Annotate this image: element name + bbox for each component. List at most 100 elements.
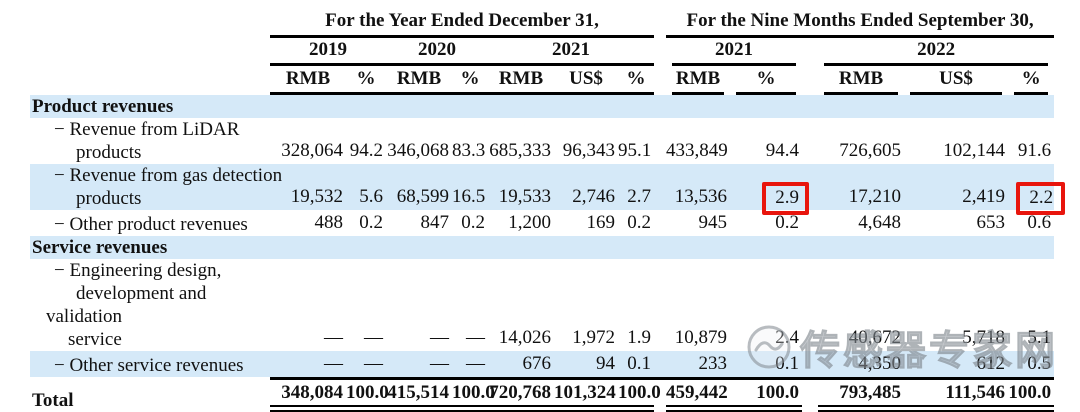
- cell-value: 94.4: [765, 140, 800, 161]
- total-value: 111,546: [904, 377, 1009, 412]
- row-label: − Revenue from LiDAR products: [54, 119, 240, 163]
- cell-value: —: [452, 351, 488, 377]
- column-gap: [654, 38, 666, 66]
- group-header-label: For the Nine Months Ended September 30,: [666, 8, 1055, 38]
- cell-value: 2.4: [775, 327, 800, 348]
- cell-value: 1,200: [508, 212, 551, 233]
- col-header-pct: %: [452, 66, 488, 95]
- cell-value: 1,972: [572, 327, 615, 348]
- cell-value: 1.9: [627, 327, 652, 348]
- group-header-year-ended: For the Year Ended December 31,: [270, 8, 655, 38]
- cell-value: 726,605: [839, 140, 902, 161]
- col-header-usd: US$: [554, 66, 618, 95]
- cell-value-highlighted: 2.2: [1008, 164, 1066, 215]
- table-row-total: Total 348,084 100.0 415,514 100.0 720,76…: [30, 377, 1055, 412]
- cell-value: 16.5: [452, 164, 488, 210]
- total-value: 100.0: [452, 377, 495, 412]
- cell-value: 95.1: [618, 140, 652, 161]
- col-header-pct: %: [730, 66, 802, 95]
- cell-value: 13,536: [666, 164, 731, 210]
- red-annotation-box: 2.2: [1016, 182, 1066, 215]
- col-label: RMB: [824, 66, 899, 95]
- year-header-row: 2019 2020 2021 2021 2022: [30, 38, 1054, 66]
- cell-value: 0.2: [627, 212, 652, 233]
- cell-value: 40,672: [848, 327, 902, 348]
- total-value: 720,768: [488, 377, 554, 412]
- cell-value: 433,849: [666, 140, 728, 161]
- year-header-2020: 2020: [386, 38, 488, 66]
- col-header-rmb: RMB: [666, 66, 730, 95]
- row-label: Service revenues: [30, 236, 270, 259]
- year-header-2022: 2022: [818, 38, 1054, 66]
- section-label: Product revenues: [32, 96, 174, 117]
- col-label: %: [736, 66, 797, 95]
- table-row-engineering-service: − Engineering design, development and va…: [30, 259, 1054, 351]
- col-header-rmb: RMB: [386, 66, 452, 95]
- year-label: 2020: [386, 38, 488, 66]
- row-label: − Other service revenues: [30, 351, 270, 377]
- cell-value: 5.6: [346, 164, 386, 210]
- col-label: RMB: [488, 66, 554, 95]
- cell-value: 96,343: [562, 140, 615, 161]
- table-row-other-service-revenues: − Other service revenues — — — — 676 94 …: [30, 351, 1055, 377]
- cell-value: 5.1: [1027, 327, 1052, 348]
- total-value: 415,514: [386, 377, 452, 412]
- total-value: 348,084: [270, 377, 346, 412]
- table-row-lidar-products: − Revenue from LiDAR products 328,064 94…: [30, 118, 1054, 164]
- col-label: RMB: [386, 66, 452, 95]
- cell-value: 653: [976, 212, 1006, 233]
- cell-value: 2,419: [904, 164, 1009, 210]
- section-label: Service revenues: [32, 237, 168, 258]
- col-label: RMB: [270, 66, 346, 95]
- revenue-table-container: For the Year Ended December 31, For the …: [30, 8, 1066, 412]
- col-label: %: [452, 66, 488, 95]
- cell-value: 0.5: [1008, 351, 1055, 377]
- column-header-row: RMB % RMB % RMB US$ % RMB % RMB US$ %: [30, 66, 1054, 95]
- row-label: − Engineering design, development and va…: [46, 260, 222, 350]
- cell-value: 4,648: [858, 212, 902, 233]
- row-label: Total: [30, 377, 270, 412]
- cell-value: 233: [666, 351, 731, 377]
- cell-value: 0.2: [461, 212, 485, 233]
- col-header-pct: %: [1008, 66, 1054, 95]
- col-header-rmb: RMB: [270, 66, 346, 95]
- cell-value: 14,026: [498, 327, 551, 348]
- row-label: − Other product revenues: [54, 214, 248, 235]
- empty-corner: [30, 38, 270, 66]
- cell-value: —: [466, 327, 485, 348]
- cell-value: 488: [314, 212, 344, 233]
- table-row-product-revenues: Product revenues: [30, 95, 1055, 118]
- group-header-nine-months: For the Nine Months Ended September 30,: [666, 8, 1055, 38]
- col-label: RMB: [672, 66, 725, 95]
- year-header-2019: 2019: [270, 38, 386, 66]
- cell-value: —: [324, 327, 343, 348]
- cell-value: —: [386, 351, 452, 377]
- col-header-usd: US$: [904, 66, 1008, 95]
- total-value: 100.0: [1008, 377, 1055, 412]
- cell-value: 685,333: [489, 140, 551, 161]
- cell-value: 2.7: [618, 164, 655, 210]
- column-gap: [654, 66, 666, 95]
- cell-value: 0.6: [1027, 212, 1052, 233]
- col-label: %: [1014, 66, 1049, 95]
- cell-value: 676: [488, 351, 554, 377]
- column-gap: [654, 8, 666, 38]
- cell-value: 83.3: [452, 140, 486, 161]
- table-row-other-product-revenues: − Other product revenues 488 0.2 847 0.2…: [30, 210, 1054, 236]
- cell-value: 10,879: [674, 327, 728, 348]
- cell-value: 0.1: [618, 351, 655, 377]
- total-value: 100.0: [618, 377, 661, 412]
- col-header-pct: %: [618, 66, 655, 95]
- year-label: 2021: [672, 38, 797, 66]
- col-label: US$: [910, 66, 1003, 95]
- empty-cells: [270, 95, 1055, 118]
- cell-value: —: [270, 351, 346, 377]
- year-label: 2019: [270, 38, 386, 66]
- period-group-header-row: For the Year Ended December 31, For the …: [30, 8, 1055, 38]
- cell-value: 94: [554, 351, 618, 377]
- cell-value: 945: [698, 212, 728, 233]
- cell-value: 847: [420, 212, 450, 233]
- row-label: Product revenues: [30, 95, 270, 118]
- revenue-breakdown-table: For the Year Ended December 31, For the …: [30, 8, 1066, 412]
- cell-value: 0.2: [359, 212, 383, 233]
